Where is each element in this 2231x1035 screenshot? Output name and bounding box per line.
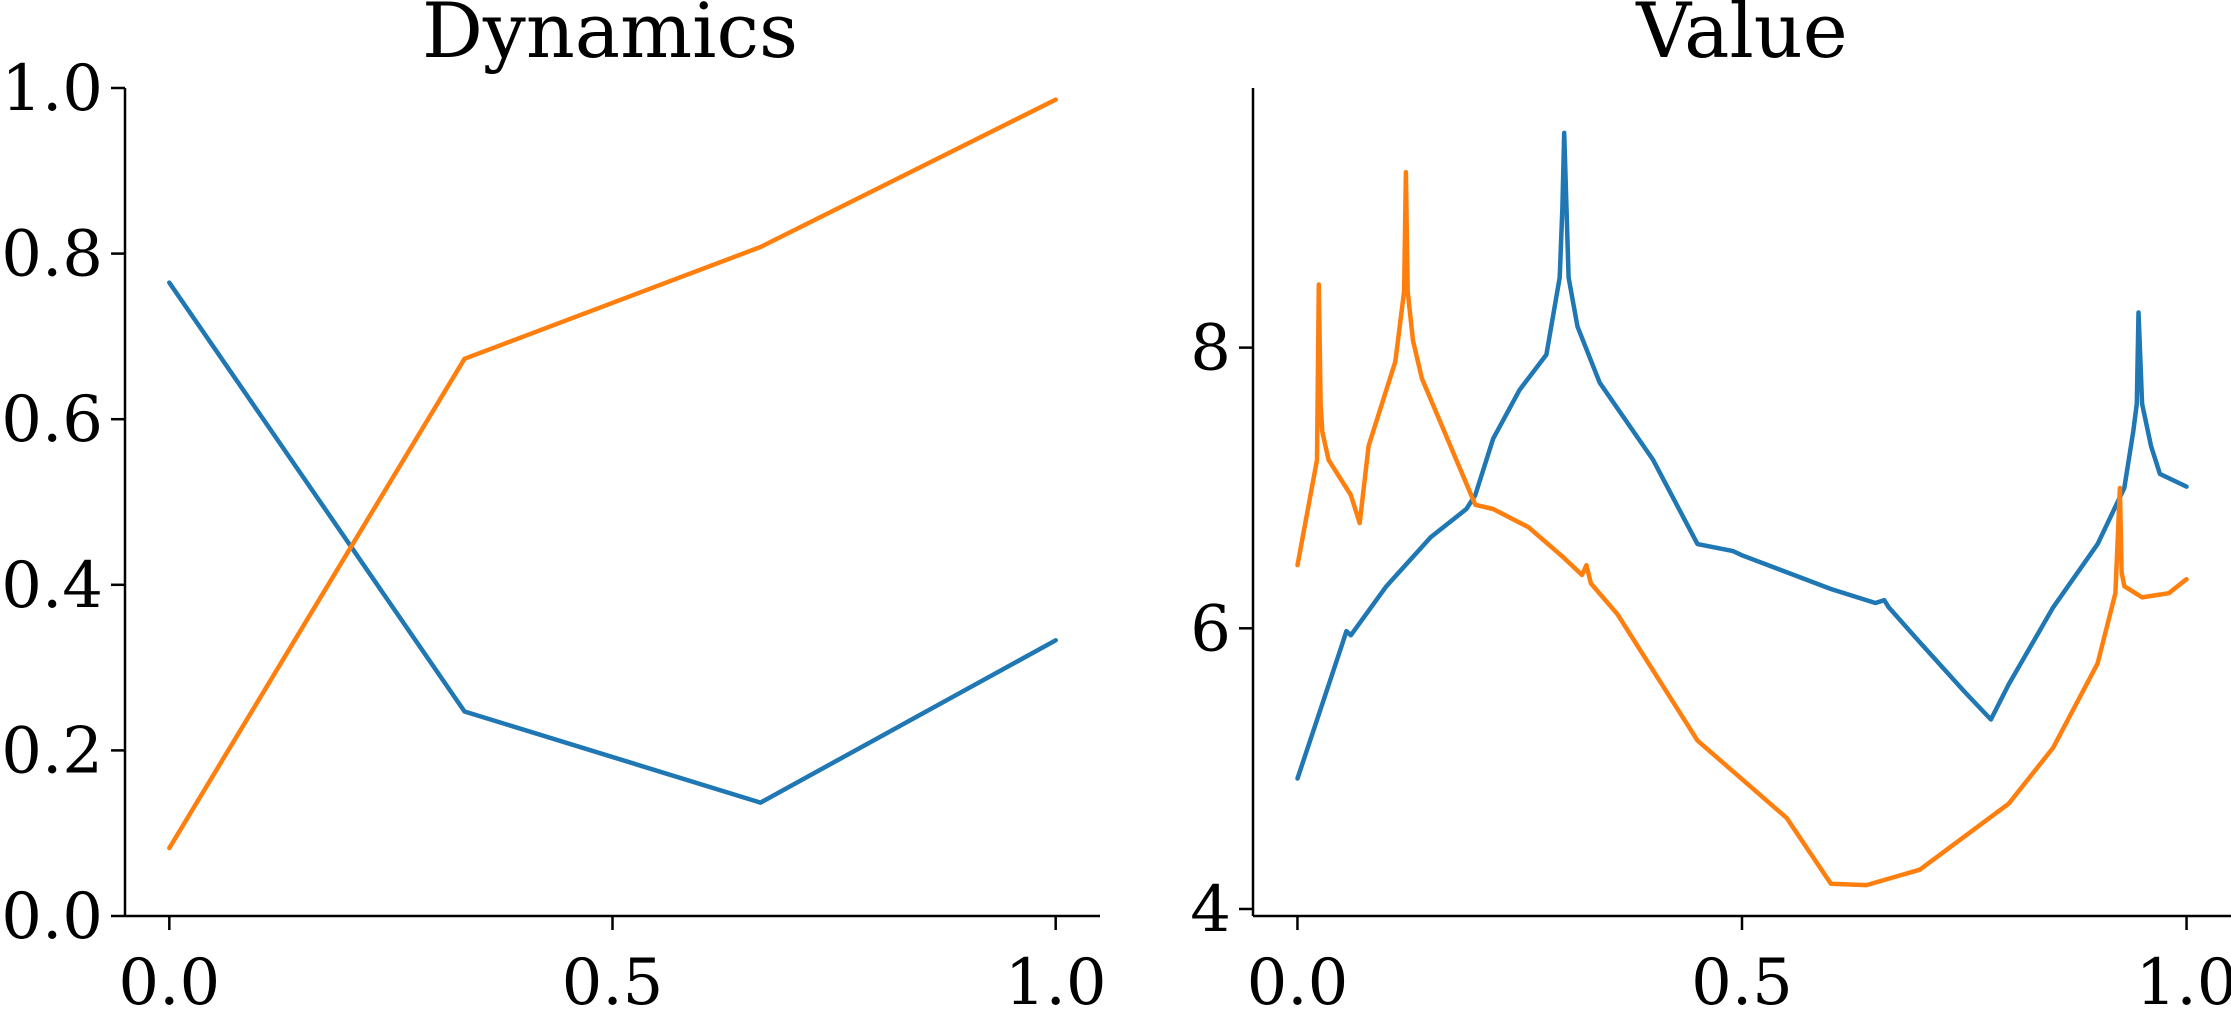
series-line-orange [167, 97, 1058, 851]
y-tick-label: 1.0 [1, 52, 103, 126]
y-tick-label: 8 [1190, 312, 1231, 386]
y-tick-label: 0.4 [1, 549, 103, 623]
y-tick-label: 6 [1190, 592, 1231, 666]
x-tick-label: 0.0 [118, 946, 220, 1020]
series-line-blue [1295, 130, 2189, 781]
x-tick-label: 0.5 [1691, 946, 1793, 1020]
y-tick-label: 4 [1190, 873, 1231, 947]
y-tick-label: 0.8 [1, 218, 103, 292]
y-tick-label: 0.6 [1, 383, 103, 457]
y-tick-label: 0.0 [1, 880, 103, 954]
series-line-orange [1295, 169, 2189, 888]
chart-title: Dynamics [422, 0, 798, 75]
x-tick-label: 0.5 [562, 946, 664, 1020]
x-tick-label: 1.0 [1005, 946, 1107, 1020]
y-tick-label: 0.2 [1, 714, 103, 788]
series-line-blue [167, 280, 1058, 805]
dynamics-chart: Dynamics 0.0 0.5 1.0 0.0 0.2 0.4 0.6 0.8 1.0 [1, 0, 1106, 1020]
chart-title: Value [1635, 0, 1847, 75]
x-tick-label: 0.0 [1247, 946, 1349, 1020]
value-chart: Value 0.0 0.5 1.0 4 6 8 [1190, 0, 2231, 1020]
x-tick-label: 1.0 [2136, 946, 2231, 1020]
